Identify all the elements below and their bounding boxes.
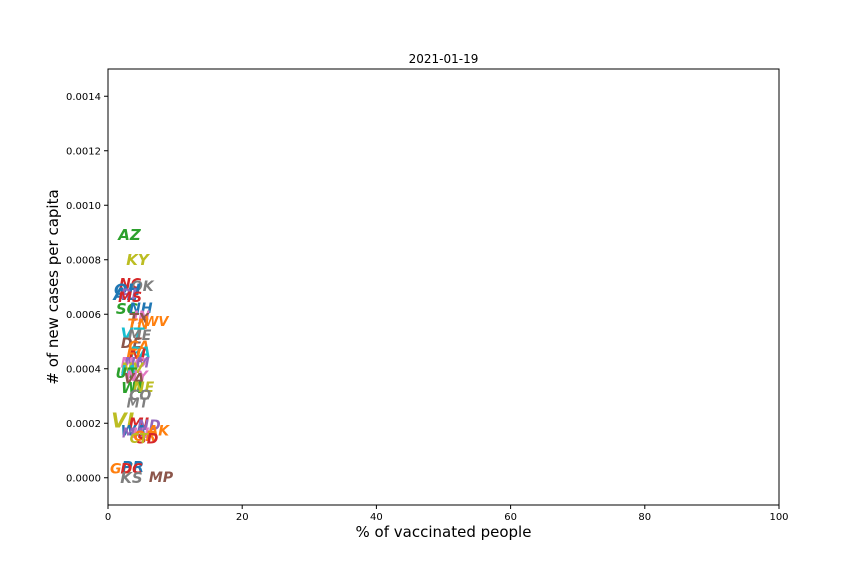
point-label-vi: VI [111,409,134,433]
point-label-pa: PA [130,343,151,361]
point-label-ia: IA [121,363,137,379]
point-label-ne: NE [133,380,155,396]
plot-area [107,68,780,506]
point-label-ca: CA [128,339,149,355]
y-tick-label: 0.0002 [66,419,101,430]
y-tick-label: 0.0014 [66,92,101,103]
y-tick-label: 0.0008 [66,255,101,266]
x-axis-ticks: 0 20 40 60 80 100 [105,505,789,523]
point-label-wi: WI [121,379,144,397]
point-label-or: OR [134,429,157,445]
x-tick-label: 40 [370,512,383,523]
y-tick-label: 0.0004 [66,364,101,375]
point-label-co: CO [129,388,151,404]
y-axis-ticks: 0.0000 0.0002 0.0004 0.0006 0.0008 0.0010 0.00… [66,92,108,484]
point-label-ms: MS [118,290,142,306]
point-label-wa: WA [121,423,147,439]
point-label-nc: NC [119,276,142,292]
x-tick-label: 60 [504,512,517,523]
point-label-hi: HI [132,426,149,442]
point-label-nj: NJ [129,347,146,363]
point-label-mt: MT [127,397,150,412]
point-label-va: VA [124,372,145,388]
data-points: AZ KY NCOKOHALRIMSSCNHINTXWVTNVTMEDECAPANJ… [110,226,174,487]
point-label-de: DE [121,336,143,352]
point-label-mo: MO [121,355,147,371]
point-label-ct: CT [130,432,150,447]
point-label-ky: KY [126,251,151,269]
chart-title: 2021-01-19 [409,52,479,66]
point-label-ri: RI [121,287,137,303]
x-axis-label: % of vaccinated people [356,523,532,541]
point-label-nv: NV [121,361,145,377]
point-label-sd: SD [137,432,159,448]
point-label-oh: OH [114,280,142,299]
point-label-az: AZ [117,226,142,244]
point-label-ma: MA [122,427,145,442]
point-label-ut: UT [116,366,138,382]
point-label-fl: FL [126,347,144,363]
point-label-ks: KS [120,469,142,487]
point-label-dc: DC [121,462,144,478]
point-label-me: ME [128,328,152,344]
point-label-in: IN [133,309,150,325]
point-label-nh: NH [129,301,153,317]
point-label-tx: TX [129,312,151,328]
x-tick-label: 100 [769,512,788,523]
point-label-tn: TN [128,317,150,333]
x-tick-label: 20 [236,512,249,523]
point-label-ak: AK [146,423,170,439]
point-label-il: IL [131,380,145,396]
point-label-al: AL [111,285,137,305]
point-label-sc: SC [116,300,138,318]
point-label-mp: MP [149,470,174,486]
point-label-ny: NY [126,369,150,385]
y-tick-label: 0.0012 [66,146,101,157]
y-tick-label: 0.0000 [66,473,101,484]
point-label-vt: VT [121,324,145,343]
point-label-gu: GU [110,462,133,478]
y-axis-label: # of new cases per capita [44,189,62,384]
point-label-nd: ND [137,418,160,434]
point-label-ok: OK [131,279,155,295]
point-label-wv: WV [144,315,169,330]
point-label-pr: PR [122,458,145,476]
x-tick-label: 80 [638,512,651,523]
x-tick-label: 0 [105,512,111,523]
point-label-mi: MI [129,414,150,432]
y-tick-label: 0.0006 [66,310,101,321]
plot-frame [107,68,780,506]
y-tick-label: 0.0010 [66,201,101,212]
point-label-nm: NM [124,355,150,371]
